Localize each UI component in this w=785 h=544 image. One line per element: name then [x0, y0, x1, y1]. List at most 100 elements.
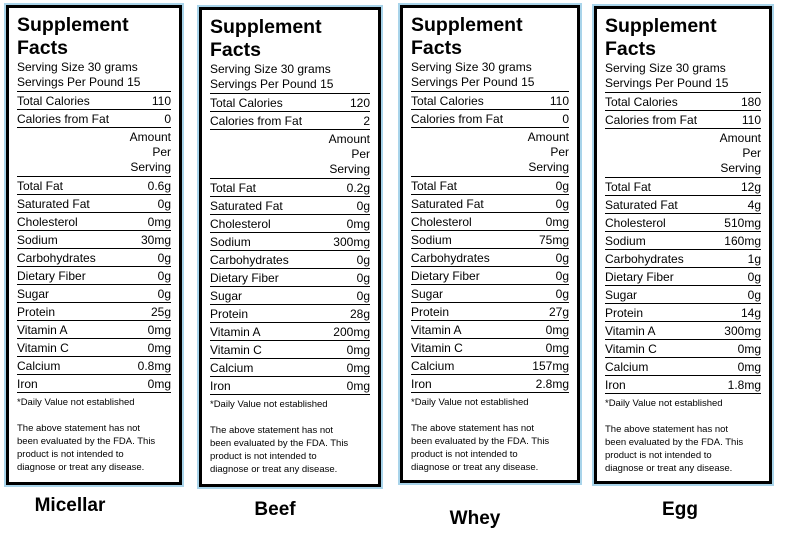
- row-label: Vitamin C: [210, 343, 262, 357]
- daily-value-footnote: *Daily Value not established: [210, 399, 328, 410]
- row-value: 0.6g: [147, 179, 171, 193]
- nutrient-row-saturated-fat: Saturated Fat 4g: [605, 196, 761, 214]
- nutrient-row-total-fat: Total Fat 0g: [411, 177, 569, 195]
- row-label: Total Fat: [210, 181, 257, 195]
- row-label: Iron: [17, 377, 38, 391]
- row-value: 0g: [356, 271, 370, 285]
- amount-header-line: Amount: [527, 130, 569, 144]
- amount-header-line: Amount: [129, 130, 171, 144]
- row-label: Saturated Fat: [210, 199, 283, 213]
- row-label: Calories from Fat: [605, 113, 698, 127]
- row-label: Sugar: [605, 288, 638, 302]
- nutrient-row-sugar: Sugar 0g: [411, 285, 569, 303]
- fda-disclaimer: The above statement has not been evaluate…: [605, 423, 761, 475]
- row-value: 0g: [747, 270, 761, 284]
- row-value: 30mg: [140, 233, 171, 247]
- amount-per-serving-header: Amount Per Serving: [210, 130, 370, 179]
- row-label: Saturated Fat: [17, 197, 90, 211]
- row-value: 0mg: [147, 323, 171, 337]
- serving-size: Serving Size 30 grams: [411, 60, 532, 74]
- nutrient-row-vitamin-a: Vitamin A 200mg: [210, 323, 370, 341]
- nutrient-row-vitamin-a: Vitamin A 0mg: [411, 321, 569, 339]
- row-label: Vitamin A: [210, 325, 261, 339]
- nutrient-row-protein: Protein 28g: [210, 305, 370, 323]
- row-value: 0mg: [737, 342, 761, 356]
- fda-disclaimer: The above statement has not been evaluate…: [210, 424, 370, 476]
- nutrient-row-protein: Protein 25g: [17, 303, 171, 321]
- row-value: 157mg: [532, 359, 569, 373]
- nutrient-row-cholesterol: Cholesterol 0mg: [411, 213, 569, 231]
- row-label: Cholesterol: [605, 216, 666, 230]
- amount-header-line: Serving: [720, 161, 761, 175]
- row-label: Total Calories: [17, 94, 90, 108]
- row-label: Iron: [411, 377, 432, 391]
- fda-disclaimer-line: The above statement has not: [605, 424, 729, 435]
- calorie-row-calories-from-fat: Calories from Fat 0: [17, 110, 171, 128]
- nutrient-row-vitamin-a: Vitamin A 0mg: [17, 321, 171, 339]
- row-label: Vitamin A: [411, 323, 462, 337]
- row-label: Carbohydrates: [17, 251, 96, 265]
- servings-per-pound: Servings Per Pound 15: [17, 75, 171, 92]
- fda-disclaimer-line: The above statement has not: [17, 423, 141, 434]
- nutrient-row-dietary-fiber: Dietary Fiber 0g: [605, 268, 761, 286]
- row-label: Cholesterol: [210, 217, 271, 231]
- row-label: Vitamin C: [17, 341, 69, 355]
- row-label: Dietary Fiber: [210, 271, 279, 285]
- row-value: 0mg: [346, 343, 370, 357]
- row-value: 1.8mg: [727, 378, 761, 392]
- row-label: Carbohydrates: [210, 253, 289, 267]
- row-value: 0.2g: [346, 181, 370, 195]
- row-value: 0mg: [545, 341, 569, 355]
- row-value: 0: [562, 112, 569, 126]
- row-value: 0g: [157, 287, 171, 301]
- row-label: Saturated Fat: [605, 198, 678, 212]
- row-value: 25g: [150, 305, 171, 319]
- fda-disclaimer-line: been evaluated by the FDA. This: [411, 436, 550, 447]
- row-value: 0g: [555, 269, 569, 283]
- row-label: Total Fat: [411, 179, 458, 193]
- row-value: 110: [741, 113, 761, 127]
- fda-disclaimer-line: product is not intended to: [210, 451, 317, 462]
- amount-header-line: Per: [550, 145, 569, 159]
- row-value: 300mg: [333, 235, 370, 249]
- nutrient-row-iron: Iron 0mg: [17, 375, 171, 393]
- row-value: 0mg: [147, 377, 171, 391]
- nutrient-row-vitamin-a: Vitamin A 300mg: [605, 322, 761, 340]
- servings-per-pound: Servings Per Pound 15: [411, 75, 569, 92]
- panel-title: Supplement Facts: [210, 16, 322, 61]
- nutrient-row-protein: Protein 14g: [605, 304, 761, 322]
- row-label: Calcium: [411, 359, 455, 373]
- fda-disclaimer-line: product is not intended to: [411, 449, 518, 460]
- row-label: Dietary Fiber: [605, 270, 674, 284]
- row-label: Vitamin C: [605, 342, 657, 356]
- product-caption-beef: Beef: [254, 499, 296, 520]
- nutrient-row-vitamin-c: Vitamin C 0mg: [210, 341, 370, 359]
- row-label: Calcium: [17, 359, 61, 373]
- fda-disclaimer-line: been evaluated by the FDA. This: [17, 436, 156, 447]
- fda-disclaimer-line: The above statement has not: [210, 425, 334, 436]
- row-value: 0mg: [147, 215, 171, 229]
- amount-header-line: Per: [742, 146, 761, 160]
- panel-title: Supplement Facts: [17, 14, 129, 59]
- row-label: Vitamin A: [17, 323, 68, 337]
- nutrient-row-sodium: Sodium 300mg: [210, 233, 370, 251]
- calorie-row-calories-from-fat: Calories from Fat 0: [411, 110, 569, 128]
- fda-disclaimer-line: been evaluated by the FDA. This: [605, 437, 744, 448]
- row-value: 0mg: [346, 379, 370, 393]
- daily-value-footnote: *Daily Value not established: [605, 398, 723, 409]
- nutrient-row-sodium: Sodium 160mg: [605, 232, 761, 250]
- row-label: Calories from Fat: [210, 114, 303, 128]
- row-label: Carbohydrates: [605, 252, 684, 266]
- row-value: 0g: [157, 251, 171, 265]
- supplement-facts-panel-whey: Supplement Facts Serving Size 30 grams Ser…: [400, 5, 580, 483]
- nutrient-row-carbohydrates: Carbohydrates 1g: [605, 250, 761, 268]
- calorie-row-total-calories: Total Calories 120: [210, 94, 370, 112]
- fda-disclaimer: The above statement has not been evaluate…: [17, 422, 171, 474]
- row-label: Dietary Fiber: [17, 269, 86, 283]
- fda-disclaimer-line: diagnose or treat any disease.: [210, 464, 338, 475]
- calorie-row-calories-from-fat: Calories from Fat 2: [210, 112, 370, 130]
- amount-per-serving-header: Amount Per Serving: [17, 128, 171, 177]
- row-label: Dietary Fiber: [411, 269, 480, 283]
- row-value: 0g: [555, 287, 569, 301]
- servings-per-pound: Servings Per Pound 15: [210, 77, 370, 94]
